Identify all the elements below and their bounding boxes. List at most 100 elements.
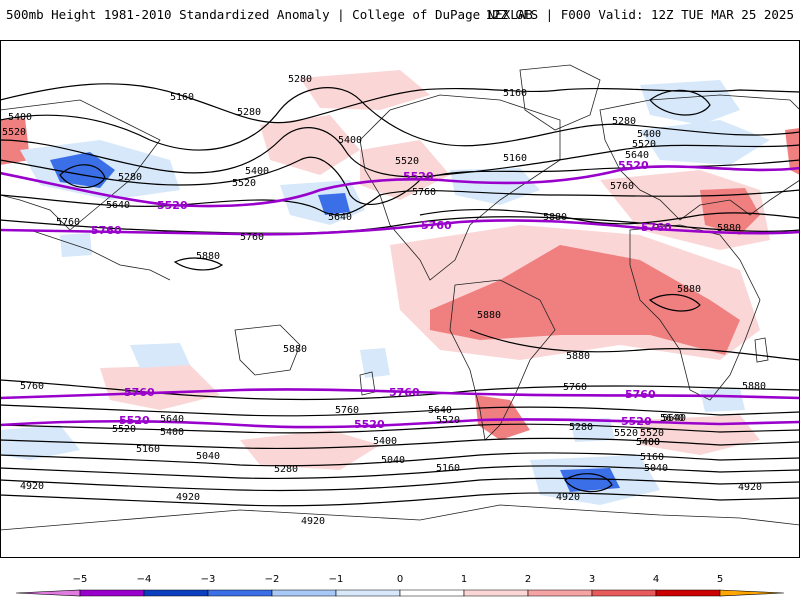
contour-label: 5400 bbox=[160, 427, 184, 438]
colorbar-segment bbox=[527, 589, 593, 597]
colorbar-tick-label: 4 bbox=[653, 574, 659, 585]
map-title: 500mb Height 1981-2010 Standardized Anom… bbox=[6, 7, 533, 22]
contour-4920-south bbox=[0, 492, 800, 507]
contour-label: 5640 bbox=[428, 405, 452, 416]
contour-label: 5040 bbox=[381, 455, 405, 466]
key-contour-label: 5520 bbox=[119, 414, 150, 427]
contour-label: 5880 bbox=[196, 251, 220, 262]
contour-label: 5520 bbox=[436, 415, 460, 426]
positive-anomaly-south-pacific bbox=[240, 430, 380, 470]
contour-5160-north bbox=[0, 83, 800, 124]
contour-5760-south bbox=[0, 379, 800, 401]
contour-closed-low-siberia bbox=[59, 164, 106, 188]
contour-5760-purple-south bbox=[0, 388, 800, 400]
colorbar-svg: −5 −4 −3 −2 −1 0 1 2 3 4 5 bbox=[15, 574, 785, 597]
contour-label: 5280 bbox=[118, 172, 142, 183]
model-run-info: 12Z GFS | F000 Valid: 12Z TUE MAR 25 202… bbox=[485, 7, 794, 22]
contour-5520-north bbox=[0, 156, 800, 205]
contour-5520-south bbox=[0, 423, 800, 434]
negative-anomaly-south-pacific-east bbox=[570, 418, 615, 442]
colorbar-tick-label: −3 bbox=[201, 574, 216, 585]
colorbar-segment bbox=[719, 589, 785, 597]
key-contour-label: 5760 bbox=[389, 386, 420, 399]
contour-5400-south bbox=[0, 437, 800, 450]
positive-anomaly-europe-strong bbox=[700, 188, 760, 235]
contour-label: 4920 bbox=[20, 481, 44, 492]
colorbar-segment bbox=[143, 589, 209, 597]
contour-label: 5400 bbox=[637, 129, 661, 140]
contour-label: 5880 bbox=[566, 351, 590, 362]
key-contour-label: 5760 bbox=[421, 219, 452, 232]
colorbar-tick-label: −2 bbox=[265, 574, 280, 585]
map-panel: 5280 5160 5280 5400 5520 5280 5400 5520 … bbox=[0, 40, 800, 558]
key-contour-label: 5760 bbox=[641, 221, 672, 234]
contour-label: 5880 bbox=[477, 310, 501, 321]
contour-label: 5040 bbox=[196, 451, 220, 462]
contour-5880-equator-west bbox=[173, 257, 224, 271]
coast-australia bbox=[234, 324, 301, 376]
contour-label: 5280 bbox=[274, 464, 298, 475]
key-contour-label: 5520 bbox=[621, 415, 652, 428]
contour-label: 5760 bbox=[240, 232, 264, 243]
coast-asia-west bbox=[0, 99, 161, 231]
colorbar-tick-label: 0 bbox=[397, 574, 403, 585]
contour-label: 5280 bbox=[237, 107, 261, 118]
contour-5280-north bbox=[0, 87, 800, 151]
colorbar-segment bbox=[207, 589, 273, 597]
contour-label: 5760 bbox=[20, 381, 44, 392]
colorbar-tick-label: 1 bbox=[461, 574, 467, 585]
contour-closed-low-south-indian bbox=[564, 473, 613, 493]
contour-5520-purple-north bbox=[0, 165, 800, 208]
negative-anomaly-gulf-alaska-strong bbox=[318, 193, 350, 215]
contour-label: 5520 bbox=[395, 156, 419, 167]
coast-antarctica bbox=[0, 504, 800, 531]
contour-label: 5640 bbox=[106, 200, 130, 211]
positive-anomaly-atlantic-strong bbox=[430, 245, 740, 355]
contour-label: 4920 bbox=[176, 492, 200, 503]
contour-label: 5400 bbox=[245, 166, 269, 177]
contour-label: 5640 bbox=[662, 413, 686, 424]
contour-label: 5880 bbox=[717, 223, 741, 234]
contour-5040-south bbox=[0, 477, 800, 492]
contour-label: 5640 bbox=[660, 413, 684, 424]
key-contour-label: 5760 bbox=[625, 388, 656, 401]
key-contours bbox=[0, 165, 800, 429]
key-contour-label: 5520 bbox=[403, 170, 434, 183]
contour-5880-south bbox=[469, 329, 800, 361]
colorbar-segment bbox=[79, 589, 145, 597]
contour-label: 5760 bbox=[412, 187, 436, 198]
negative-anomaly-se-pacific bbox=[360, 348, 390, 378]
positive-anomaly-west-na bbox=[360, 140, 450, 200]
colorbar-tick-label: 2 bbox=[525, 574, 531, 585]
key-contour-label: 5760 bbox=[91, 224, 122, 237]
key-contour-label: 5760 bbox=[124, 386, 155, 399]
contour-5520-purple-south bbox=[0, 418, 800, 429]
contour-label: 5160 bbox=[136, 444, 160, 455]
colorbar-segment bbox=[399, 589, 465, 597]
header: 500mb Height 1981-2010 Standardized Anom… bbox=[0, 0, 800, 40]
contour-label: 5160 bbox=[503, 153, 527, 164]
contour-label: 5160 bbox=[170, 92, 194, 103]
contour-label: 5760 bbox=[56, 217, 80, 228]
contour-label: 5760 bbox=[563, 382, 587, 393]
contour-5880-equator-east bbox=[648, 293, 701, 312]
contour-label: 5400 bbox=[636, 437, 660, 448]
positive-anomaly-far-east bbox=[785, 128, 800, 175]
colorbar-ticks: −5 −4 −3 −2 −1 0 1 2 3 4 5 bbox=[73, 574, 724, 585]
negative-anomaly-east-siberia bbox=[640, 120, 770, 165]
contour-label: 4920 bbox=[301, 516, 325, 527]
contour-label: 5520 bbox=[614, 428, 638, 439]
colorbar: −5 −4 −3 −2 −1 0 1 2 3 4 5 bbox=[0, 568, 800, 600]
contour-label: 5640 bbox=[328, 212, 352, 223]
contour-closed-low-greenland bbox=[649, 89, 711, 116]
coast-europe-asia bbox=[599, 94, 800, 221]
contour-label: 5520 bbox=[640, 428, 664, 439]
contour-label: 5520 bbox=[2, 127, 26, 138]
contour-label: 5880 bbox=[677, 284, 701, 295]
colorbar-segment bbox=[271, 589, 337, 597]
contour-label: 5040 bbox=[644, 463, 668, 474]
contour-label: 4920 bbox=[556, 492, 580, 503]
contour-label: 5280 bbox=[569, 422, 593, 433]
colorbar-tick-label: −5 bbox=[73, 574, 88, 585]
contour-label: 5880 bbox=[543, 212, 567, 223]
